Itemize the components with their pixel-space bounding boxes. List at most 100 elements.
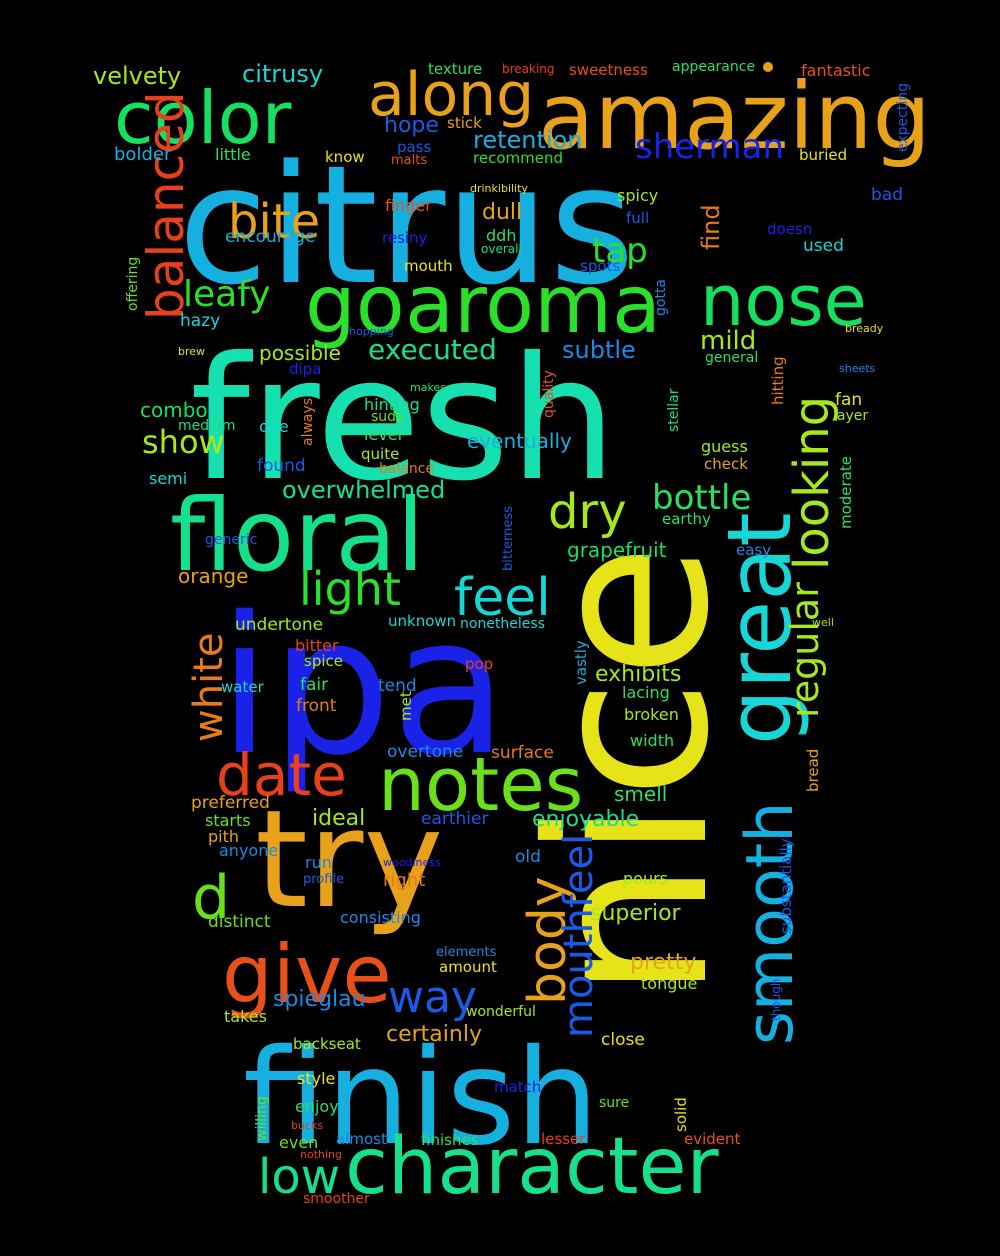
word-certainly: certainly [386,1022,482,1047]
word-light: light [299,562,401,616]
word-recommend: recommend [473,149,563,167]
word-hope: hope [384,113,439,138]
word-ipa: ipa [218,576,508,797]
word-surface: surface [491,743,554,763]
word-great: great [708,512,811,745]
word-tongue: tongue [641,974,697,993]
word-know: know [325,148,365,166]
word-ideal: ideal [312,806,365,831]
word-finishes: finishes [421,1131,479,1149]
word-texture: texture [428,60,482,78]
word-unknown: unknown [388,612,456,630]
decorative-dot [763,62,773,72]
word-vastly: vastly [572,640,590,685]
word-run: run [305,853,332,872]
word-used: used [803,236,844,256]
word-combo: combo [140,398,208,422]
word-exhibits: exhibits [595,662,681,687]
word-bitter: bitter [295,636,339,655]
word-generic: generic [205,532,257,548]
word-velvety: velvety [93,62,181,90]
word-sure: sure [599,1095,629,1111]
word-wonderful: wonderful [466,1004,536,1020]
word-bolder: bolder [114,144,172,165]
word-smoother: smoother [303,1191,370,1207]
word-pith: pith [208,827,239,846]
word-possible: possible [259,341,341,365]
word-mild: mild [700,326,756,356]
word-tend: tend [378,676,417,696]
word-distinct: distinct [208,912,271,932]
word-sweetness: sweetness [569,61,648,79]
word-try: try [255,781,443,938]
word-earthy: earthy [662,510,711,528]
word-match: match [494,1078,541,1096]
word-easy: easy [736,541,771,559]
word-evident: evident [684,1130,741,1148]
word-starts: starts [205,811,251,830]
word-style: style [297,1069,335,1088]
word-executed: executed [368,333,497,366]
word-orange: orange [178,564,248,588]
word-retention: retention [473,126,582,154]
word-width: width [630,731,674,750]
word-nice: nice [501,543,757,1000]
word-hitting: hitting [769,356,787,405]
word-found: found [257,456,306,476]
word-though: though [769,979,783,1021]
word-go: go [305,258,405,351]
word-brew: brew [178,345,205,358]
word-sherman: sherman [635,127,784,167]
word-body: body [518,876,578,1005]
word-feel: feel [454,568,551,628]
word-citrus: citrus [178,130,635,321]
word-bite: bite [228,194,320,250]
word-willing: willing [254,1096,270,1141]
word-aroma: aroma [405,258,661,351]
word-elements: elements [436,945,497,960]
word-resiny: resiny [382,229,428,247]
word-subtle: subtle [562,336,636,364]
word-buried: buried [799,146,847,164]
word-encourage: encourage [225,227,315,247]
word-little: little [215,145,251,164]
word-finish: finish [243,1021,599,1175]
word-bitterness: bitterness [501,506,516,571]
word-full: full [626,209,649,227]
word-lacing: lacing [622,683,670,702]
word-white: white [186,633,232,742]
word-level: level [364,425,402,444]
word-pours: pours [623,869,668,888]
word-along: along [368,60,534,130]
word-malts: malts [391,153,427,168]
word-fresh: fresh [190,321,617,519]
word-low: low [258,1149,340,1205]
word-d: d [192,863,230,933]
word-one: one [259,417,289,436]
word-overwhelmed: overwhelmed [282,476,445,504]
word-stellar: stellar [666,388,682,432]
word-dipa: dipa [289,360,321,378]
word-doesn: doesn [767,220,812,238]
word-spice: spice [304,652,343,670]
word-earthier: earthier [421,809,488,829]
word-quite: quite [361,445,399,463]
word-appearance: appearance [672,59,755,75]
word-enjoy: enjoy [295,1097,339,1116]
word-always: always [300,398,316,446]
word-water: water [221,678,265,696]
word-dry: dry [548,484,627,540]
word-expecting: expecting [895,83,911,152]
word-right: right [383,870,425,891]
word-citrusy: citrusy [242,60,323,88]
word-hopping: hopping [349,325,394,338]
word-substantially: substantially [777,838,795,934]
word-old: old [515,847,541,867]
word-almost: almost [336,1130,387,1148]
word-preferred: preferred [191,793,270,813]
word-smell: smell [614,782,667,806]
word-consisting: consisting [340,908,421,927]
word-amazing: amazing [538,63,931,170]
word-semi: semi [149,469,187,488]
